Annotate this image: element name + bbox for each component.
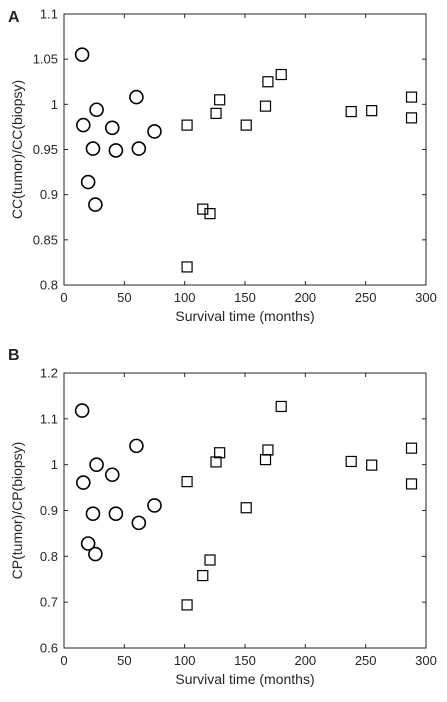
data-point-circle xyxy=(129,438,144,454)
plot-frame xyxy=(63,13,427,286)
x-axis-label: Survival time (months) xyxy=(175,671,314,687)
x-tick-label: 300 xyxy=(415,290,437,305)
data-point-square xyxy=(259,100,272,112)
data-point-square xyxy=(405,442,418,454)
data-point-square xyxy=(405,112,418,124)
x-tick-label: 50 xyxy=(117,653,131,668)
data-point-square xyxy=(240,119,252,131)
data-point-circle xyxy=(85,506,101,522)
data-point-circle xyxy=(108,143,124,158)
data-point-square xyxy=(210,107,222,119)
data-point-square xyxy=(405,478,418,490)
data-point-circle xyxy=(131,515,147,531)
y-tick-label: 0.8 xyxy=(40,278,58,293)
y-tick-label: 1 xyxy=(51,457,58,472)
y-tick-label: 1.1 xyxy=(40,411,58,426)
x-tick-label: 200 xyxy=(294,290,316,305)
data-point-circle xyxy=(85,141,101,156)
x-tick-label: 50 xyxy=(117,290,131,305)
data-point-circle xyxy=(76,117,91,133)
y-tick-label: 1.05 xyxy=(33,52,58,67)
data-point-square xyxy=(214,94,226,106)
data-point-square xyxy=(204,554,216,566)
data-point-square xyxy=(240,502,252,514)
y-tick-label: 0.85 xyxy=(33,232,58,247)
x-tick-label: 100 xyxy=(174,290,196,305)
y-tick-label: 0.7 xyxy=(40,595,58,610)
data-point-circle xyxy=(108,506,124,522)
panel-label: A xyxy=(8,9,20,26)
y-tick-label: 0.9 xyxy=(40,503,58,518)
data-point-square xyxy=(366,105,378,117)
data-point-square xyxy=(181,119,193,131)
data-point-square xyxy=(405,91,418,103)
data-point-square xyxy=(275,400,287,413)
data-point-circle xyxy=(89,457,104,472)
data-point-circle xyxy=(80,174,96,190)
x-tick-label: 150 xyxy=(234,653,256,668)
x-tick-label: 0 xyxy=(60,653,67,668)
chart-panel-1: 0 50 100 150 200 250 300 0.8 0.85 0.9 0.95 1 1.05 1.1… xyxy=(8,7,437,325)
data-point-square xyxy=(197,569,209,582)
y-tick-label: 1 xyxy=(51,97,58,112)
data-point-square xyxy=(262,76,274,88)
data-point-circle xyxy=(129,89,144,105)
data-point-square xyxy=(345,455,357,468)
y-axis-label: CC(tumor)/CC(biopsy) xyxy=(9,80,25,219)
data-point-circle xyxy=(131,141,147,156)
data-point-square xyxy=(210,456,222,468)
y-tick-label: 0.9 xyxy=(40,187,58,202)
y-tick-label: 1.2 xyxy=(40,366,58,381)
x-tick-label: 300 xyxy=(415,653,437,668)
x-tick-label: 200 xyxy=(294,653,316,668)
data-point-square xyxy=(204,208,216,220)
data-point-square xyxy=(275,68,287,81)
data-point-square xyxy=(366,459,378,471)
y-tick-label: 0.8 xyxy=(40,549,58,564)
data-point-circle xyxy=(80,536,96,551)
y-axis-label: CP(tumor)/CP(biopsy) xyxy=(9,442,25,580)
panel-label: B xyxy=(8,347,20,364)
y-tick-label: 0.95 xyxy=(33,142,58,157)
x-tick-label: 150 xyxy=(234,290,256,305)
data-point-square xyxy=(181,599,193,611)
x-tick-label: 250 xyxy=(355,653,377,668)
x-tick-label: 100 xyxy=(174,653,196,668)
data-point-circle xyxy=(89,102,104,118)
data-point-square xyxy=(345,105,357,118)
plot-frame xyxy=(63,372,427,649)
chart-panel-2: 0 50 100 150 200 250 300 0.6 0.7 0.8 0.9 1 1.1 1.2 Sur… xyxy=(8,347,437,687)
data-point-circle xyxy=(76,475,91,490)
data-point-square xyxy=(181,476,193,488)
data-point-circle xyxy=(88,197,103,212)
data-point-square xyxy=(181,261,193,273)
data-point-circle xyxy=(74,403,90,418)
data-point-circle xyxy=(147,498,162,513)
x-axis-label: Survival time (months) xyxy=(175,308,314,324)
data-point-square xyxy=(214,447,226,459)
data-point-circle xyxy=(147,124,162,139)
data-point-circle xyxy=(74,47,90,62)
x-tick-label: 0 xyxy=(60,290,67,305)
y-tick-label: 0.6 xyxy=(40,641,58,656)
data-point-square xyxy=(262,444,274,456)
y-tick-label: 1.1 xyxy=(40,7,58,22)
x-tick-label: 250 xyxy=(355,290,377,305)
data-point-circle xyxy=(104,467,120,483)
data-point-square xyxy=(259,454,272,466)
data-point-circle xyxy=(104,120,120,136)
data-point-circle xyxy=(88,546,103,562)
